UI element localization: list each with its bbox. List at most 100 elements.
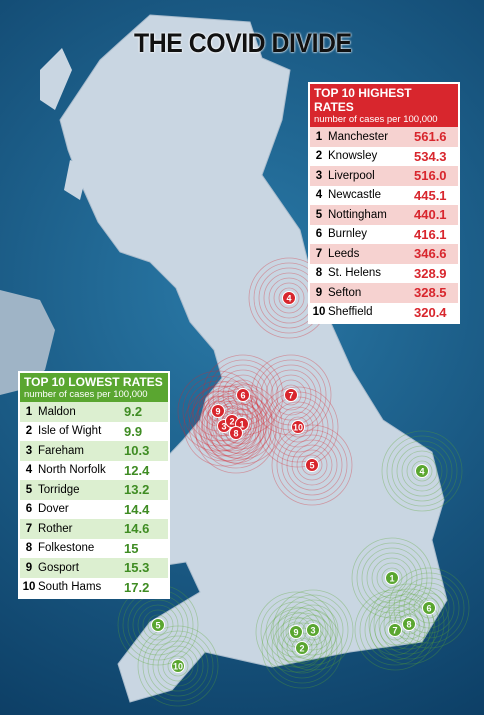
marker — [385, 571, 399, 585]
marker-label: 4 — [286, 294, 291, 304]
marker-label: 7 — [288, 391, 293, 401]
ring — [391, 440, 453, 502]
rate: 15 — [124, 540, 139, 556]
place: Nottingham — [328, 208, 387, 221]
rate: 534.3 — [414, 148, 447, 164]
table-row: 6 Burnley 416.1 — [310, 225, 458, 245]
rank: 6 — [25, 503, 33, 516]
marker — [284, 388, 298, 402]
marker — [282, 291, 296, 305]
ring — [384, 619, 406, 641]
ring — [271, 617, 333, 679]
ring — [188, 390, 260, 462]
ring — [376, 562, 408, 594]
rate: 561.6 — [414, 129, 447, 145]
ring — [277, 594, 349, 666]
ring — [197, 390, 239, 432]
ring — [157, 645, 199, 687]
marker-label: 9 — [215, 407, 220, 417]
rate: 14.6 — [124, 521, 150, 537]
ring — [270, 374, 312, 416]
rank: 8 — [25, 542, 33, 555]
ring — [265, 601, 327, 663]
ring — [368, 583, 450, 665]
ring — [366, 552, 418, 604]
ring — [364, 599, 426, 661]
marker — [229, 426, 243, 440]
rank: 9 — [25, 561, 33, 574]
title: THE COVID DIVIDE — [134, 28, 352, 58]
table-row: 8 St. Helens 328.9 — [310, 264, 458, 284]
marker-label: 8 — [406, 620, 411, 630]
table-row: 10 Sheffield 320.4 — [310, 303, 458, 323]
ring — [193, 395, 255, 457]
place: Maldon — [38, 405, 76, 418]
ring — [222, 374, 264, 416]
ring — [413, 592, 445, 624]
marker-label: 2 — [229, 417, 234, 427]
ring — [147, 635, 209, 697]
rank: 1 — [25, 405, 33, 418]
marker — [289, 625, 303, 639]
lowest-table: TOP 10 LOWEST RATES number of cases per 1… — [18, 371, 170, 599]
rate: 416.1 — [414, 226, 447, 242]
ring — [147, 614, 169, 636]
ring — [137, 625, 219, 707]
ring — [356, 542, 428, 614]
ring — [278, 287, 300, 309]
ring — [195, 392, 277, 474]
ring — [282, 599, 344, 661]
table-row: 1 Manchester 561.6 — [310, 127, 458, 147]
marker-label: 4 — [419, 467, 424, 477]
ring — [260, 596, 332, 668]
ring — [302, 619, 324, 641]
table-row: 3 Liverpool 516.0 — [310, 166, 458, 186]
ring — [408, 587, 450, 629]
place: Fareham — [38, 444, 85, 457]
table-row: 7 Leeds 346.6 — [310, 244, 458, 264]
place: Folkestone — [38, 542, 95, 555]
table-row: 2 Isle of Wight 9.9 — [20, 422, 168, 442]
rate: 320.4 — [414, 304, 447, 320]
marker-label: 10 — [293, 423, 303, 433]
rank: 7 — [25, 522, 33, 535]
ring — [137, 604, 179, 646]
table-row: 3 Fareham 10.3 — [20, 441, 168, 461]
ring — [167, 655, 189, 677]
table-subtitle: number of cases per 100,000 — [314, 114, 438, 125]
ring — [142, 609, 174, 641]
ring — [291, 637, 313, 659]
ring — [210, 407, 262, 459]
table-row: 6 Dover 14.4 — [20, 500, 168, 520]
rank: 8 — [315, 267, 323, 280]
ring — [374, 609, 416, 651]
rank: 9 — [315, 286, 323, 299]
ring — [192, 385, 244, 437]
ring — [191, 380, 273, 462]
ring — [260, 364, 322, 426]
ring — [215, 412, 257, 454]
table-row: 8 Folkestone 15 — [20, 539, 168, 559]
ring — [266, 612, 338, 684]
ring — [398, 577, 460, 639]
marker — [422, 601, 436, 615]
scottish-islands — [40, 48, 88, 200]
ring — [132, 599, 184, 651]
ring — [276, 622, 328, 674]
rate: 14.4 — [124, 501, 150, 517]
ring — [282, 411, 314, 443]
ring — [398, 613, 420, 635]
ring — [401, 450, 443, 492]
place: Rother — [38, 522, 73, 535]
place: St. Helens — [328, 267, 382, 280]
rate: 9.2 — [124, 404, 143, 420]
marker — [295, 641, 309, 655]
ring — [381, 430, 463, 512]
ring — [162, 650, 194, 682]
rate: 12.4 — [124, 462, 150, 478]
ring — [287, 416, 309, 438]
rate: 328.9 — [414, 265, 447, 281]
table-row: 4 North Norfolk 12.4 — [20, 461, 168, 481]
ring — [272, 401, 324, 453]
rank: 2 — [315, 150, 323, 163]
